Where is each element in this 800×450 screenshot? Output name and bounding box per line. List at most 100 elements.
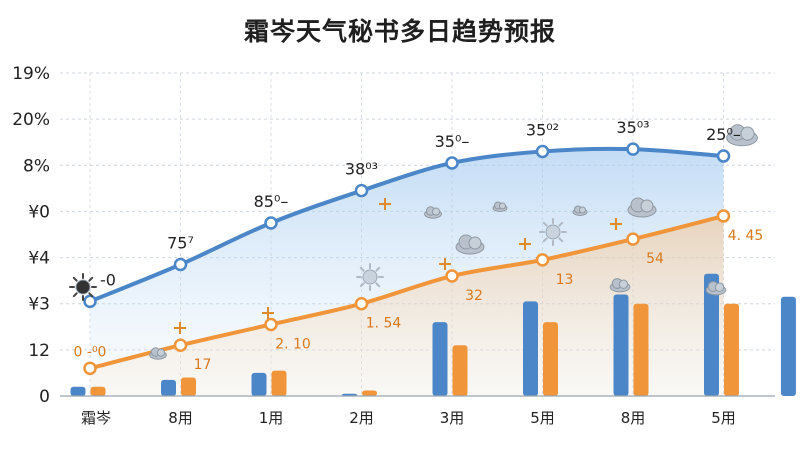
x-tick-label: 3用 xyxy=(440,409,465,427)
bar-orange xyxy=(543,322,558,396)
series-point xyxy=(83,294,97,309)
sparkle-icon xyxy=(379,198,391,210)
sun-ray xyxy=(558,221,564,227)
bar-blue xyxy=(704,273,719,396)
bar-blue xyxy=(523,301,538,396)
series-point xyxy=(354,183,369,198)
x-tick-label: 8用 xyxy=(621,409,646,427)
series-point xyxy=(626,142,640,156)
bar-orange xyxy=(724,303,739,396)
y-tick-label: 8% xyxy=(23,156,50,176)
series-point xyxy=(354,296,369,311)
y-tick-label: 12 xyxy=(28,341,50,361)
bar-orange xyxy=(362,390,377,396)
blue-point-label: 25⁰– xyxy=(706,125,741,144)
sparkle-icon xyxy=(174,322,186,334)
series-point xyxy=(264,317,278,332)
sun-ray xyxy=(72,276,78,282)
sun-ray xyxy=(375,282,381,288)
axes: 0 12 ¥3 ¥4 ¥0 8% 20% 19% 霜岑 8用 1用 2用 3用 5用 8用 5用 xyxy=(12,64,775,427)
cloud-puff xyxy=(156,348,166,357)
sun-ray xyxy=(542,237,548,243)
bar-orange xyxy=(90,386,106,396)
orange-point-label: 1. 54 xyxy=(366,316,402,332)
blue-point-label: 35⁰– xyxy=(435,132,470,151)
series-point xyxy=(445,156,459,170)
orange-point-label: 13 xyxy=(556,272,574,288)
cloud-icon xyxy=(492,201,508,212)
cloud-icon xyxy=(572,205,588,216)
bar-orange xyxy=(271,370,287,396)
cloud-icon xyxy=(424,206,442,219)
blue-point-label: 35⁰² xyxy=(526,120,559,139)
cloud-icon xyxy=(705,281,727,296)
series-point xyxy=(264,216,278,230)
cloud-puff xyxy=(740,126,755,141)
sparkle-icon xyxy=(610,218,622,230)
area-series-1 xyxy=(90,216,724,396)
y-tick-label: 19% xyxy=(12,64,50,84)
bar-orange xyxy=(181,377,196,396)
cloud-puff xyxy=(431,207,441,216)
cloud-icon xyxy=(609,278,631,293)
series-point xyxy=(626,232,640,246)
sun-icon xyxy=(539,218,567,246)
cloud-icon xyxy=(726,124,758,147)
bar-orange xyxy=(633,303,649,396)
y-tick-label: 20% xyxy=(12,110,50,130)
sparkle-icon xyxy=(439,258,451,270)
series-point xyxy=(535,144,550,159)
orange-point-label: 54 xyxy=(646,251,664,267)
blue-point-label: 35⁰³ xyxy=(616,118,649,137)
sparkle-icon xyxy=(519,238,531,250)
sun-ray xyxy=(375,266,381,272)
x-tick-label: 5用 xyxy=(711,409,736,427)
blue-point-label: 75⁷ xyxy=(167,233,194,252)
lines xyxy=(83,142,731,376)
bar-blue xyxy=(780,296,796,396)
sun-core xyxy=(362,269,378,285)
labels: -0 75⁷ 85⁰– 38⁰³ 35⁰– 35⁰² 35⁰³ 25⁰– 0 -⁰0 17 2. 1… xyxy=(74,118,764,373)
orange-point-label: 2. 10 xyxy=(275,336,311,352)
series-point xyxy=(83,361,97,376)
blue-point-label: 85⁰– xyxy=(254,192,289,211)
orange-point-label: 17 xyxy=(194,357,212,373)
cloud-icon xyxy=(149,347,167,360)
x-tick-label: 2用 xyxy=(349,409,374,427)
cloud-puff xyxy=(499,202,506,210)
sun-ray xyxy=(542,221,548,227)
series-point xyxy=(716,149,731,163)
orange-point-label: 32 xyxy=(465,288,483,304)
series-point xyxy=(173,338,188,352)
cloud-puff xyxy=(468,236,482,250)
weather-icons xyxy=(69,124,758,360)
y-tick-label: ¥3 xyxy=(28,295,50,315)
series-point xyxy=(173,257,188,272)
areas xyxy=(90,148,724,396)
cloud-puff xyxy=(714,282,725,292)
bar-orange xyxy=(452,345,468,396)
bar-blue xyxy=(251,372,267,396)
x-tick-label: 霜岑 xyxy=(81,409,111,427)
sun-ray xyxy=(558,237,564,243)
y-tick-label: ¥4 xyxy=(28,249,50,269)
y-tick-label: ¥0 xyxy=(28,202,50,222)
series-point xyxy=(535,253,550,267)
y-tick-label: 0 xyxy=(39,387,50,407)
sun-icon xyxy=(356,263,384,291)
line-series-0 xyxy=(88,146,726,304)
bars xyxy=(70,273,796,396)
cloud-icon xyxy=(455,234,485,255)
cloud-puff xyxy=(579,206,586,214)
chart-title: 霜岑天气秘书多日趋势预报 xyxy=(243,17,556,46)
x-tick-label: 5用 xyxy=(530,409,555,427)
sun-ray xyxy=(359,266,365,272)
sun-ray xyxy=(88,276,94,282)
blue-point-label: 38⁰³ xyxy=(345,160,378,179)
bar-blue xyxy=(161,379,176,396)
bar-blue xyxy=(70,386,86,396)
bar-blue xyxy=(613,294,629,396)
sun-core xyxy=(75,279,91,295)
